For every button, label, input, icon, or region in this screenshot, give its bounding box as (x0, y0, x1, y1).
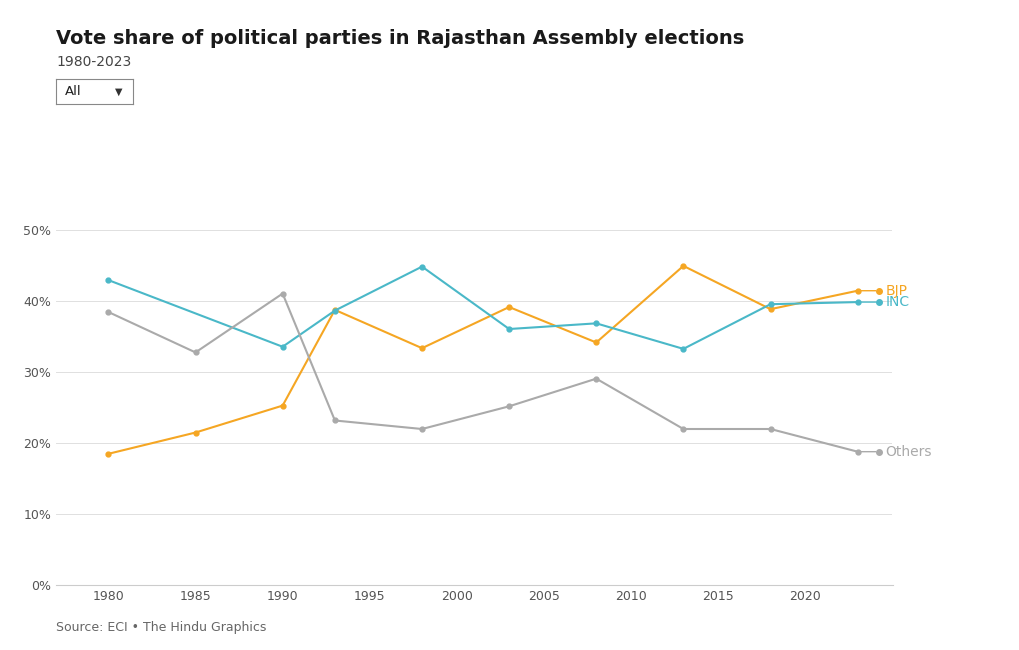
Text: Vote share of political parties in Rajasthan Assembly elections: Vote share of political parties in Rajas… (56, 29, 744, 48)
Text: ▼: ▼ (115, 86, 122, 97)
Text: BJP: BJP (884, 284, 907, 298)
Text: 1980-2023: 1980-2023 (56, 55, 131, 70)
Text: Source: ECI • The Hindu Graphics: Source: ECI • The Hindu Graphics (56, 621, 266, 634)
Text: Others: Others (884, 445, 931, 459)
Text: All: All (65, 85, 82, 98)
Text: INC: INC (884, 295, 909, 309)
